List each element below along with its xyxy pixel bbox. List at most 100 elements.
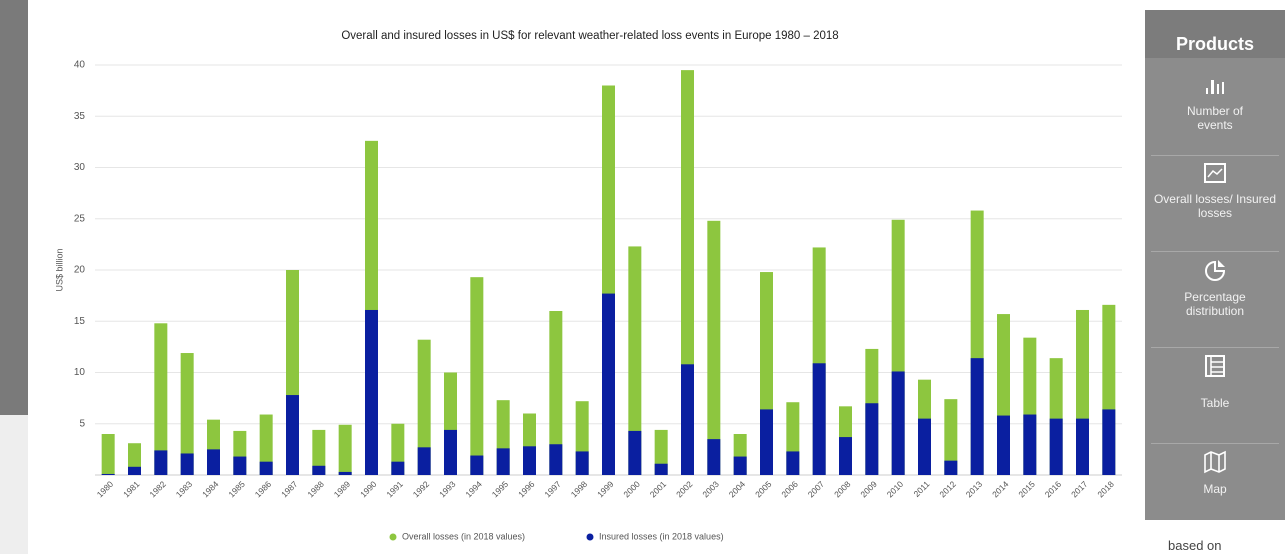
bar: [812, 363, 826, 475]
bar: [839, 437, 852, 475]
y-tick-label: 30: [74, 162, 86, 173]
legend-swatch: [586, 533, 594, 541]
bar: [549, 444, 563, 475]
y-tick-label: 35: [74, 111, 86, 122]
bar: [496, 448, 510, 475]
sidebar-item[interactable]: Overall losses/ Insured losses: [1151, 156, 1279, 252]
sidebar-item[interactable]: Map: [1151, 444, 1279, 540]
bar: [180, 453, 194, 475]
bar: [681, 364, 694, 475]
y-tick-label: 40: [74, 60, 86, 71]
bar: [470, 277, 484, 475]
x-tick-label: 1988: [305, 479, 326, 500]
legend-label: Overall losses (in 2018 values): [402, 531, 525, 541]
bar: [154, 450, 168, 475]
bar: [286, 395, 299, 475]
x-tick-label: 1992: [411, 479, 432, 500]
x-tick-label: 1995: [490, 479, 511, 500]
x-tick-label: 2016: [1043, 479, 1064, 500]
bar: [1023, 414, 1037, 475]
bar: [575, 451, 589, 475]
x-tick-label: 2004: [727, 479, 748, 500]
x-tick-label: 2003: [700, 479, 721, 500]
x-tick-label: 2006: [779, 479, 800, 500]
bar: [944, 399, 958, 475]
left-strip: [0, 0, 28, 415]
sidebar-item[interactable]: Percentage distribution: [1151, 252, 1279, 348]
x-tick-label: 2013: [964, 479, 985, 500]
bar: [997, 415, 1010, 475]
x-tick-label: 1985: [226, 479, 247, 500]
x-tick-label: 2017: [1069, 479, 1090, 500]
x-tick-label: 1993: [437, 479, 458, 500]
bar: [101, 473, 115, 475]
x-tick-label: 1994: [463, 479, 484, 500]
x-tick-label: 1991: [384, 479, 405, 500]
icon: [1205, 260, 1226, 281]
sidebar-item[interactable]: Number of events: [1151, 58, 1279, 156]
x-tick-label: 1986: [253, 479, 274, 500]
x-tick-label: 2015: [1016, 479, 1037, 500]
icon: [1204, 450, 1226, 474]
bar: [207, 449, 220, 475]
x-tick-label: 1997: [542, 479, 563, 500]
bar: [1049, 418, 1063, 475]
bar: [891, 371, 905, 475]
bar: [628, 430, 642, 475]
bar: [1076, 418, 1089, 475]
x-tick-label: 1984: [200, 479, 221, 500]
x-tick-label: 1983: [174, 479, 195, 500]
x-tick-label: 2014: [990, 479, 1011, 500]
bar: [180, 353, 194, 475]
x-tick-label: 1998: [569, 479, 590, 500]
x-tick-label: 2008: [832, 479, 853, 500]
bar: [760, 409, 773, 475]
x-tick-label: 2018: [1095, 479, 1116, 500]
x-tick-label: 2010: [885, 479, 906, 500]
x-tick-label: 1981: [121, 479, 142, 500]
bar: [707, 220, 721, 475]
legend-label: Insured losses (in 2018 values): [599, 531, 724, 541]
bar: [602, 293, 615, 475]
chart: Overall and insured losses in US$ for re…: [54, 30, 1122, 541]
y-tick-label: 25: [74, 213, 86, 224]
sidebar-item[interactable]: Table: [1151, 348, 1279, 444]
x-tick-label: 2005: [753, 479, 774, 500]
icon: [1205, 355, 1225, 377]
x-tick-label: 1999: [595, 479, 616, 500]
sidebar-label: Overall losses/ Insured losses: [1153, 192, 1277, 220]
bar: [865, 403, 879, 475]
icon: [1206, 80, 1224, 94]
x-tick-label: 1989: [332, 479, 353, 500]
sidebar: Products Number of events Overall losses…: [1145, 10, 1285, 520]
sidebar-label: Map: [1203, 482, 1227, 496]
bar: [707, 439, 721, 475]
x-tick-label: 2001: [648, 479, 669, 500]
bar: [523, 446, 536, 475]
bar: [259, 461, 273, 475]
x-tick-label: 1996: [516, 479, 537, 500]
left-strip-lower: [0, 415, 28, 554]
bar: [154, 323, 168, 475]
bar: [312, 465, 326, 475]
x-tick-label: 2002: [674, 479, 695, 500]
x-tick-label: 1980: [95, 479, 116, 500]
x-tick-label: 1990: [358, 479, 379, 500]
y-axis-label: US$ billion: [54, 248, 64, 291]
legend-swatch: [389, 533, 397, 541]
y-tick-label: 5: [79, 418, 85, 429]
sidebar-label: Table: [1200, 396, 1230, 410]
bar: [338, 471, 352, 475]
y-tick-label: 20: [74, 265, 86, 276]
sidebar-label: Number of events: [1186, 104, 1244, 132]
bar: [549, 311, 563, 475]
bar: [259, 414, 273, 475]
sidebar-title: Products: [1145, 10, 1285, 58]
bar: [391, 461, 405, 475]
bar: [628, 246, 642, 475]
bar: [970, 358, 984, 475]
x-tick-label: 2009: [858, 479, 879, 500]
y-tick-label: 15: [74, 316, 86, 327]
chart-title: Overall and insured losses in US$ for re…: [341, 30, 838, 42]
